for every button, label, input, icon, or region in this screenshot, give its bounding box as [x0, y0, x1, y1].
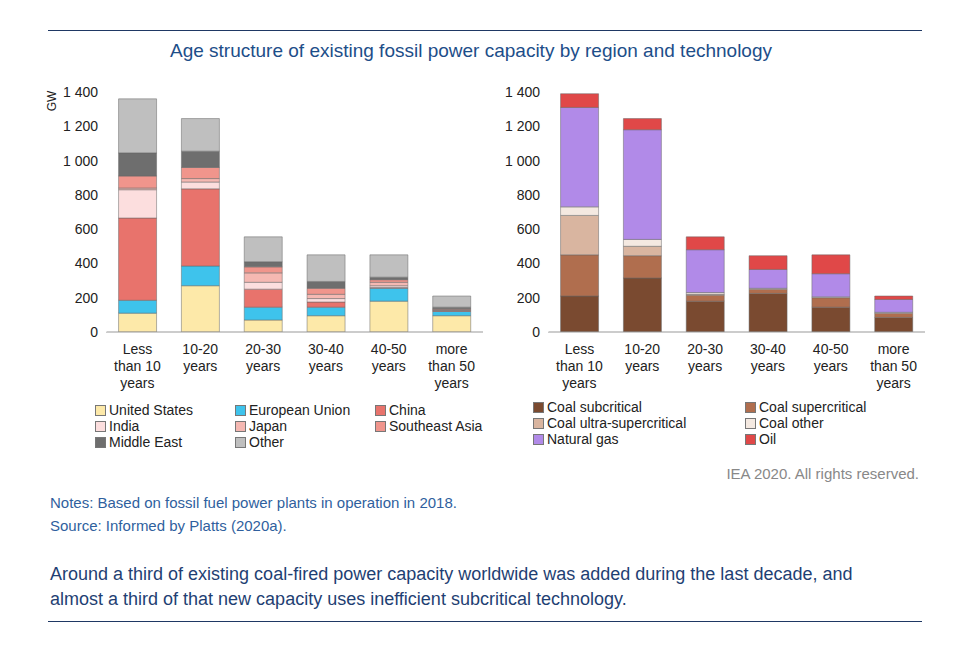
html-text:Around a third of existing coa: Around a third of existing coal-fired po…	[50, 564, 853, 609]
svg-text:10-20years: 10-20years	[182, 341, 218, 374]
svg-text:800: 800	[517, 187, 541, 203]
svg-text:1 200: 1 200	[63, 118, 98, 134]
svg-text:1 200: 1 200	[505, 118, 540, 134]
svg-text:1 000: 1 000	[505, 153, 540, 169]
svg-text:40-50years: 40-50years	[371, 341, 407, 374]
svg-text:30-40years: 30-40years	[750, 341, 786, 374]
svg-text:morethan 50years: morethan 50years	[870, 341, 917, 391]
svg-text:600: 600	[75, 221, 99, 237]
html-text:Coal other: Coal other	[759, 415, 824, 431]
svg-text:400: 400	[517, 255, 541, 271]
html-text:India: India	[109, 418, 140, 434]
svg-text:0: 0	[90, 324, 98, 340]
html-text:Oil: Oil	[759, 431, 777, 447]
html-text:Other: Other	[249, 434, 284, 450]
html-text:Coal supercritical: Coal supercritical	[759, 399, 867, 415]
html-text:Middle East: Middle East	[109, 434, 183, 450]
svg-text:20-30years: 20-30years	[245, 341, 281, 374]
svg-text:10-20years: 10-20years	[624, 341, 660, 374]
svg-text:800: 800	[75, 187, 99, 203]
html-text:China: China	[389, 402, 426, 418]
svg-text:1 400: 1 400	[505, 84, 540, 100]
svg-text:morethan 50years: morethan 50years	[428, 341, 475, 391]
svg-text:40-50years: 40-50years	[813, 341, 849, 374]
html-text:Japan: Japan	[249, 418, 288, 434]
html-text:GW: GW	[45, 90, 60, 112]
svg-text:200: 200	[517, 290, 541, 306]
svg-text:30-40years: 30-40years	[308, 341, 344, 374]
svg-text:1 400: 1 400	[63, 84, 98, 100]
svg-text:0: 0	[532, 324, 540, 340]
svg-text:600: 600	[517, 221, 541, 237]
svg-text:20-30years: 20-30years	[687, 341, 723, 374]
html-text:Age structure of existing foss: Age structure of existing fossil power c…	[170, 40, 772, 61]
svg-text:200: 200	[75, 290, 99, 306]
html-text:European Union: European Union	[249, 402, 351, 418]
html-text:Southeast Asia: Southeast Asia	[389, 418, 483, 434]
svg-text:Lessthan 10years: Lessthan 10years	[114, 341, 161, 391]
html-text:Natural gas: Natural gas	[547, 431, 619, 447]
html-text:Notes: Based on fossil fuel po: Notes: Based on fossil fuel power plants…	[50, 494, 457, 511]
html-text:Source: Informed by Platts (20: Source: Informed by Platts (2020a).	[50, 517, 287, 534]
html-text:United States: United States	[109, 402, 194, 418]
svg-text:Lessthan 10years: Lessthan 10years	[556, 341, 603, 391]
svg-text:1 000: 1 000	[63, 153, 98, 169]
html-text:Coal subcritical: Coal subcritical	[547, 399, 642, 415]
html-text:Coal ultra-supercritical: Coal ultra-supercritical	[547, 415, 687, 431]
svg-text:400: 400	[75, 255, 99, 271]
html-text:IEA 2020. All rights reserved.: IEA 2020. All rights reserved.	[726, 465, 919, 482]
